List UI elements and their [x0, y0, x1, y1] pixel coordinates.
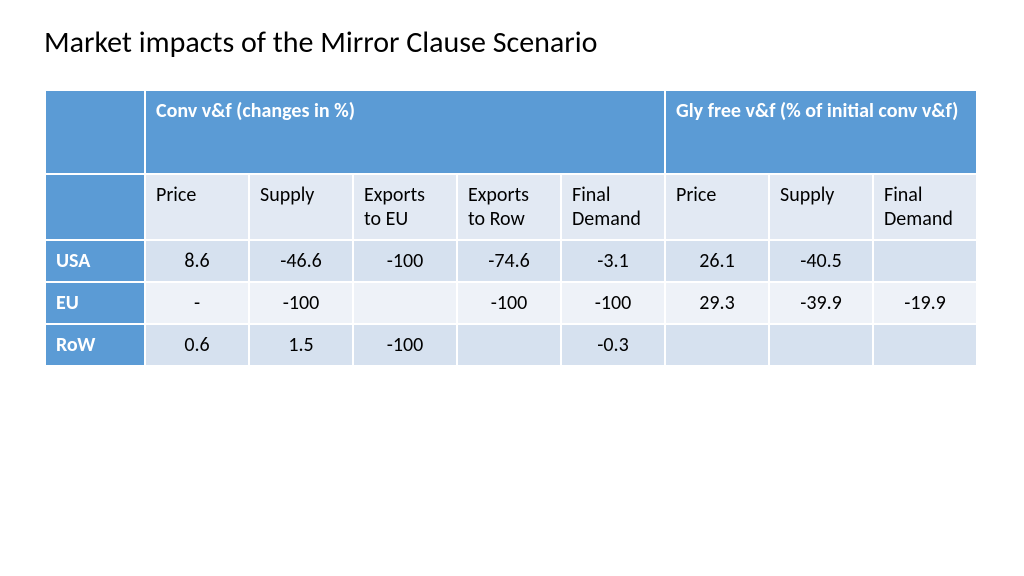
cell: -3.1 [561, 240, 665, 282]
cell: -39.9 [769, 282, 873, 324]
cell: -0.3 [561, 324, 665, 366]
cell [353, 282, 457, 324]
subheader-conv-0: Price [145, 174, 249, 240]
table-row: RoW 0.6 1.5 -100 -0.3 [45, 324, 977, 366]
row-label-1: EU [45, 282, 145, 324]
slide: Market impacts of the Mirror Clause Scen… [0, 0, 1024, 576]
subheader-conv-4: Final Demand [561, 174, 665, 240]
subheader-conv-3: Exports to Row [457, 174, 561, 240]
group-header-conv: Conv v&f (changes in %) [145, 90, 665, 174]
slide-title: Market impacts of the Mirror Clause Scen… [44, 24, 980, 61]
cell: 26.1 [665, 240, 769, 282]
row-label-0: USA [45, 240, 145, 282]
impacts-table: Conv v&f (changes in %) Gly free v&f (% … [44, 89, 978, 367]
row-label-2: RoW [45, 324, 145, 366]
cell: 1.5 [249, 324, 353, 366]
subheader-blank [45, 174, 145, 240]
cell: - [145, 282, 249, 324]
cell: 29.3 [665, 282, 769, 324]
cell: 0.6 [145, 324, 249, 366]
table-row: USA 8.6 -46.6 -100 -74.6 -3.1 26.1 -40.5 [45, 240, 977, 282]
header-blank [45, 90, 145, 174]
subheader-conv-2: Exports to EU [353, 174, 457, 240]
cell: -100 [353, 324, 457, 366]
cell: -46.6 [249, 240, 353, 282]
cell: -100 [561, 282, 665, 324]
subheader-gly-1: Supply [769, 174, 873, 240]
cell: -100 [353, 240, 457, 282]
table-group-header-row: Conv v&f (changes in %) Gly free v&f (% … [45, 90, 977, 174]
cell [665, 324, 769, 366]
cell: -19.9 [873, 282, 977, 324]
cell [457, 324, 561, 366]
cell: -100 [249, 282, 353, 324]
cell: -40.5 [769, 240, 873, 282]
table-row: EU - -100 -100 -100 29.3 -39.9 -19.9 [45, 282, 977, 324]
subheader-gly-2: Final Demand [873, 174, 977, 240]
cell [873, 240, 977, 282]
group-header-gly: Gly free v&f (% of initial conv v&f) [665, 90, 977, 174]
cell [769, 324, 873, 366]
subheader-conv-1: Supply [249, 174, 353, 240]
cell: -100 [457, 282, 561, 324]
table-subheader-row: Price Supply Exports to EU Exports to Ro… [45, 174, 977, 240]
cell: 8.6 [145, 240, 249, 282]
subheader-gly-0: Price [665, 174, 769, 240]
cell [873, 324, 977, 366]
cell: -74.6 [457, 240, 561, 282]
